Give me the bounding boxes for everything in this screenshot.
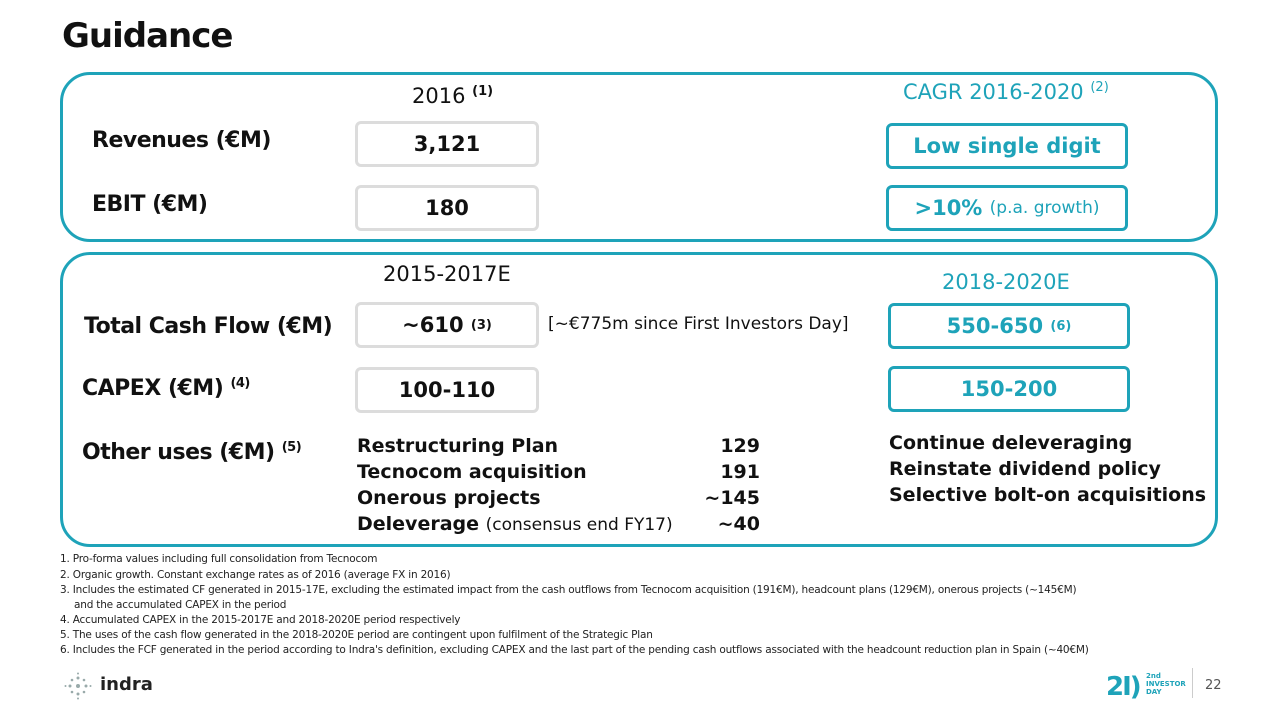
row-label: Revenues (€M) <box>92 128 271 153</box>
event-line: 2nd <box>1146 672 1161 680</box>
top-panel <box>60 72 1218 242</box>
footnote: 2. Organic growth. Constant exchange rat… <box>60 569 451 581</box>
guidance-box: 150-200 <box>888 366 1130 412</box>
comment: [~€775m since First Investors Day] <box>548 314 849 334</box>
footnote: 3. Includes the estimated CF generated i… <box>60 584 1077 596</box>
footnote: 1. Pro-forma values including full conso… <box>60 553 378 565</box>
use-item: Tecnocom acquisition <box>357 461 587 483</box>
event-line: INVESTOR <box>1146 680 1186 688</box>
separator <box>1192 668 1193 698</box>
guidance-item: Reinstate dividend policy <box>889 458 1161 480</box>
col1-header: 2015-2017E <box>383 262 511 286</box>
title: Guidance <box>62 16 233 56</box>
use-value: ~145 <box>704 487 760 509</box>
use-value: 191 <box>720 461 760 483</box>
footnote: 4. Accumulated CAPEX in the 2015-2017E a… <box>60 614 461 626</box>
guidance-box: >10% (p.a. growth) <box>886 185 1128 231</box>
bottom-panel <box>60 252 1218 547</box>
use-value: ~40 <box>717 513 760 535</box>
use-value: 129 <box>720 435 760 457</box>
event-line: DAY <box>1146 688 1162 696</box>
page-number: 22 <box>1205 678 1222 693</box>
row-label: Total Cash Flow (€M) <box>84 314 333 339</box>
footnote: 6. Includes the FCF generated in the per… <box>60 644 1089 656</box>
col1-header: 2016 (1) <box>412 84 494 108</box>
col2-header: 2018-2020E <box>942 270 1070 294</box>
guidance-box: 550-650 (6) <box>888 303 1130 349</box>
value-box: ~610 (3) <box>355 302 539 348</box>
row-label: CAPEX (€M) (4) <box>82 376 250 401</box>
value-box: 3,121 <box>355 121 539 167</box>
use-item: Onerous projects <box>357 487 541 509</box>
logo-text: indra <box>100 674 153 695</box>
use-item: Restructuring Plan <box>357 435 559 457</box>
event-mark: 2I) <box>1106 672 1142 702</box>
guidance-item: Continue deleveraging <box>889 432 1133 454</box>
guidance-item: Selective bolt-on acquisitions <box>889 484 1207 506</box>
value-box: 180 <box>355 185 539 231</box>
row-label: EBIT (€M) <box>92 192 208 217</box>
logo-icon <box>64 672 92 700</box>
footnote: 5. The uses of the cash flow generated i… <box>60 629 653 641</box>
footnote: and the accumulated CAPEX in the period <box>74 599 287 611</box>
col2-header: CAGR 2016-2020 (2) <box>903 80 1109 104</box>
guidance-box: Low single digit <box>886 123 1128 169</box>
value-box: 100-110 <box>355 367 539 413</box>
use-item: Deleverage (consensus end FY17) <box>357 513 673 535</box>
row-label: Other uses (€M) (5) <box>82 440 302 465</box>
